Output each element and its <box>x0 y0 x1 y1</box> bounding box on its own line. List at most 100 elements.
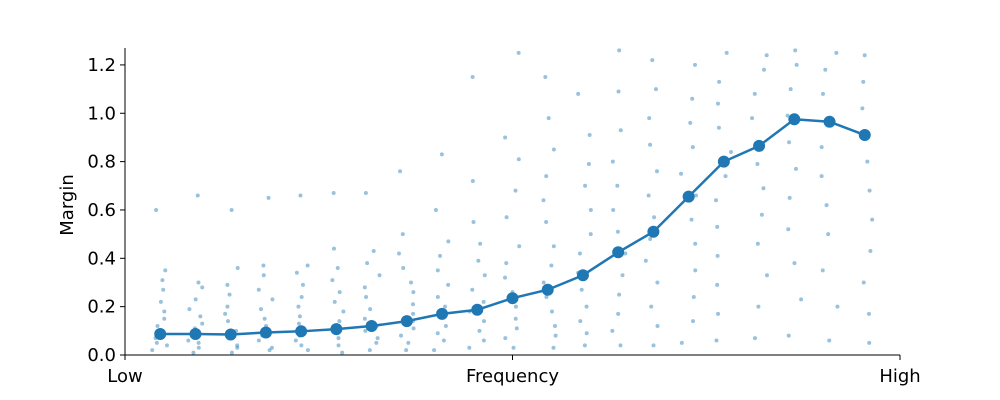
strip-point <box>616 311 621 316</box>
strip-point <box>296 304 301 309</box>
strip-point <box>336 336 341 341</box>
strip-point <box>411 290 416 295</box>
x-tick-label: Frequency <box>466 366 559 387</box>
strip-point <box>256 338 261 343</box>
strip-point <box>755 162 760 167</box>
strip-point <box>651 343 656 348</box>
strip-point <box>446 239 451 244</box>
mean-point <box>400 315 413 328</box>
y-tick-label: 1.0 <box>87 103 116 124</box>
strip-point <box>819 174 824 179</box>
strip-point <box>187 307 192 312</box>
strip-point <box>690 145 695 150</box>
strip-point <box>821 91 826 96</box>
strip-point <box>551 147 556 152</box>
strip-point <box>611 207 616 212</box>
strip-point <box>331 191 336 196</box>
strip-point <box>362 285 367 290</box>
strip-point <box>200 321 205 326</box>
strip-point <box>225 319 230 324</box>
strip-point <box>544 174 549 179</box>
strip-point <box>688 120 693 125</box>
strip-point <box>723 174 728 179</box>
y-tick-label: 0.6 <box>87 200 116 221</box>
strip-point <box>154 340 159 345</box>
strip-point <box>504 261 509 266</box>
strip-point <box>615 183 620 188</box>
strip-point <box>161 287 166 292</box>
strip-point <box>516 50 521 55</box>
strip-point <box>693 268 698 273</box>
mean-point <box>189 327 202 340</box>
strip-point <box>341 309 346 314</box>
strip-point <box>714 198 719 203</box>
strip-point <box>646 193 651 198</box>
strip-point <box>340 350 345 355</box>
strip-point <box>198 314 203 319</box>
strip-point <box>229 207 234 212</box>
strip-point <box>794 62 799 67</box>
strip-point <box>870 217 875 222</box>
mean-point <box>576 269 589 282</box>
strip-point <box>225 304 230 309</box>
strip-point <box>715 253 720 258</box>
strip-point <box>552 323 557 328</box>
strip-point <box>411 311 416 316</box>
strip-point <box>517 244 522 249</box>
strip-point <box>150 348 155 353</box>
strip-point <box>716 311 721 316</box>
strip-point <box>400 232 405 237</box>
y-tick-label: 0.0 <box>87 345 116 366</box>
strip-point <box>196 345 201 350</box>
strip-point <box>503 135 508 140</box>
mean-point <box>823 115 836 128</box>
mean-point <box>224 328 237 341</box>
strip-point <box>824 203 829 208</box>
strip-point <box>470 287 475 292</box>
strip-point <box>363 191 368 196</box>
strip-point <box>793 48 798 53</box>
strip-point <box>155 323 160 328</box>
strip-point <box>799 297 804 302</box>
strip-point <box>195 193 200 198</box>
strip-point <box>164 343 169 348</box>
strip-point <box>724 50 729 55</box>
strip-point <box>299 343 304 348</box>
strip-point <box>363 328 368 333</box>
mean-point <box>647 225 660 238</box>
strip-point <box>543 75 548 80</box>
mean-point <box>788 113 801 126</box>
x-tick-label: High <box>879 366 920 387</box>
strip-point <box>300 282 305 287</box>
strip-point <box>549 309 554 314</box>
strip-point <box>648 142 653 147</box>
strip-point <box>541 280 546 285</box>
strip-point <box>752 91 757 96</box>
strip-point <box>823 67 828 72</box>
strip-point <box>588 232 593 237</box>
strip-point <box>584 304 589 309</box>
strip-point <box>478 241 483 246</box>
strip-point <box>793 166 798 171</box>
mean-point <box>506 292 519 305</box>
strip-point <box>375 336 380 341</box>
strip-point <box>193 297 198 302</box>
strip-point <box>827 338 832 343</box>
mean-point <box>541 283 554 296</box>
strip-point <box>650 58 655 63</box>
strip-point <box>647 116 652 121</box>
strip-point <box>679 171 684 176</box>
strip-point <box>826 232 831 237</box>
strip-point <box>756 304 761 309</box>
mean-point <box>295 325 308 338</box>
strip-point <box>200 285 205 290</box>
strip-point <box>679 340 684 345</box>
strip-point <box>332 299 337 304</box>
strip-point <box>785 113 790 118</box>
strip-point <box>717 79 722 84</box>
strip-point <box>582 343 587 348</box>
strip-point <box>588 207 593 212</box>
strip-point <box>762 67 767 72</box>
strip-point <box>584 331 589 336</box>
